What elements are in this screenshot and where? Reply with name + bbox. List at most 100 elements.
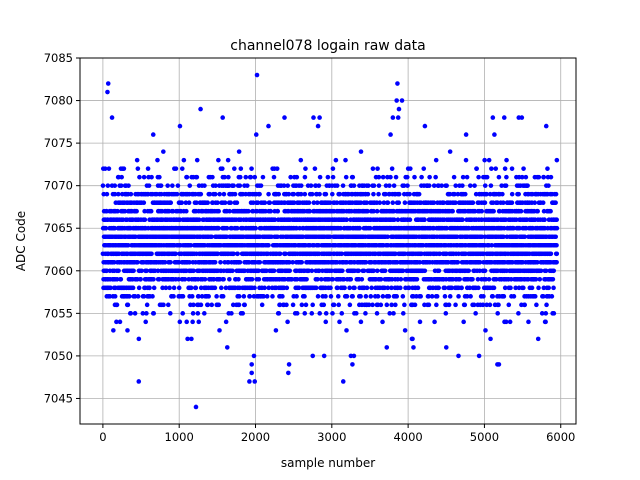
data-point: [132, 311, 138, 316]
data-point: [207, 191, 213, 197]
data-point: [176, 285, 182, 291]
data-point-outlier: [253, 132, 259, 137]
data-point: [418, 294, 423, 299]
y-tick-label: 7060: [44, 264, 73, 278]
data-point: [516, 191, 521, 197]
data-point: [460, 174, 466, 180]
data-point: [243, 174, 249, 180]
data-point: [398, 277, 404, 282]
data-point: [553, 234, 559, 240]
data-point: [252, 285, 257, 291]
data-point: [370, 302, 375, 308]
data-point-outlier: [501, 115, 507, 120]
data-point-outlier: [249, 370, 254, 376]
data-point: [128, 191, 134, 197]
data-point-outlier: [224, 345, 230, 350]
data-point: [553, 200, 558, 205]
data-point: [135, 294, 141, 299]
data-point: [294, 174, 300, 180]
data-point: [317, 311, 323, 316]
data-point: [313, 285, 319, 291]
data-point: [151, 277, 156, 282]
data-point: [299, 259, 305, 265]
data-point: [483, 328, 488, 333]
data-point: [419, 174, 424, 180]
data-point-outlier: [351, 353, 357, 359]
data-point: [147, 285, 152, 291]
x-tick-label: 1000: [165, 430, 194, 444]
data-point-outlier: [189, 336, 194, 342]
data-point: [489, 166, 494, 171]
data-point: [467, 183, 473, 188]
data-point: [112, 191, 118, 197]
data-point: [460, 217, 465, 223]
data-point: [554, 259, 559, 265]
data-point: [284, 302, 289, 308]
data-point: [167, 285, 172, 291]
data-point: [521, 285, 526, 291]
data-point: [396, 191, 402, 197]
data-point: [202, 311, 207, 316]
data-point: [470, 277, 475, 282]
data-point-outlier: [249, 362, 254, 367]
data-point: [256, 277, 262, 282]
data-point-outlier: [109, 115, 115, 120]
data-point: [198, 285, 204, 291]
data-point: [125, 242, 131, 248]
data-point: [328, 285, 333, 291]
data-point-outlier: [220, 115, 225, 120]
data-point-outlier: [396, 106, 402, 112]
data-point: [461, 319, 466, 325]
data-point: [375, 268, 380, 274]
data-point: [135, 259, 140, 265]
data-point: [215, 200, 220, 205]
grid: [80, 57, 576, 424]
data-point: [511, 294, 517, 299]
data-point: [536, 285, 541, 291]
data-point: [196, 319, 202, 325]
data-point: [502, 166, 508, 171]
data-point: [376, 191, 381, 197]
data-point: [347, 285, 352, 291]
data-point: [416, 191, 422, 197]
data-point: [180, 311, 186, 316]
data-point: [114, 277, 120, 282]
data-point: [384, 302, 390, 308]
data-point: [118, 183, 124, 188]
data-point: [358, 149, 364, 154]
data-point: [237, 259, 243, 265]
data-point: [184, 174, 190, 180]
data-point: [378, 277, 384, 282]
data-point: [220, 294, 226, 299]
data-point-outlier: [251, 353, 257, 359]
data-point: [102, 166, 108, 171]
data-point: [377, 200, 383, 205]
data-point: [136, 285, 142, 291]
data-point: [385, 200, 391, 205]
data-point: [260, 174, 266, 180]
data-point: [404, 174, 410, 180]
data-point: [165, 183, 170, 188]
data-point: [212, 191, 218, 197]
data-point-outlier: [388, 132, 393, 137]
data-point: [252, 174, 258, 180]
data-point: [323, 191, 329, 197]
data-point: [336, 302, 342, 308]
data-point: [257, 259, 263, 265]
data-point: [112, 225, 118, 231]
data-point: [315, 294, 321, 299]
data-point: [414, 277, 420, 282]
data-point: [306, 200, 312, 205]
data-point: [358, 319, 364, 325]
data-point: [334, 183, 340, 188]
data-point: [436, 268, 442, 274]
data-point: [302, 174, 308, 180]
data-point: [495, 311, 500, 316]
data-point: [187, 259, 192, 265]
data-point: [493, 166, 499, 171]
data-point: [303, 166, 308, 171]
data-point: [187, 183, 193, 188]
data-point-outlier: [350, 362, 355, 367]
data-point: [468, 294, 473, 299]
data-point: [340, 268, 345, 274]
